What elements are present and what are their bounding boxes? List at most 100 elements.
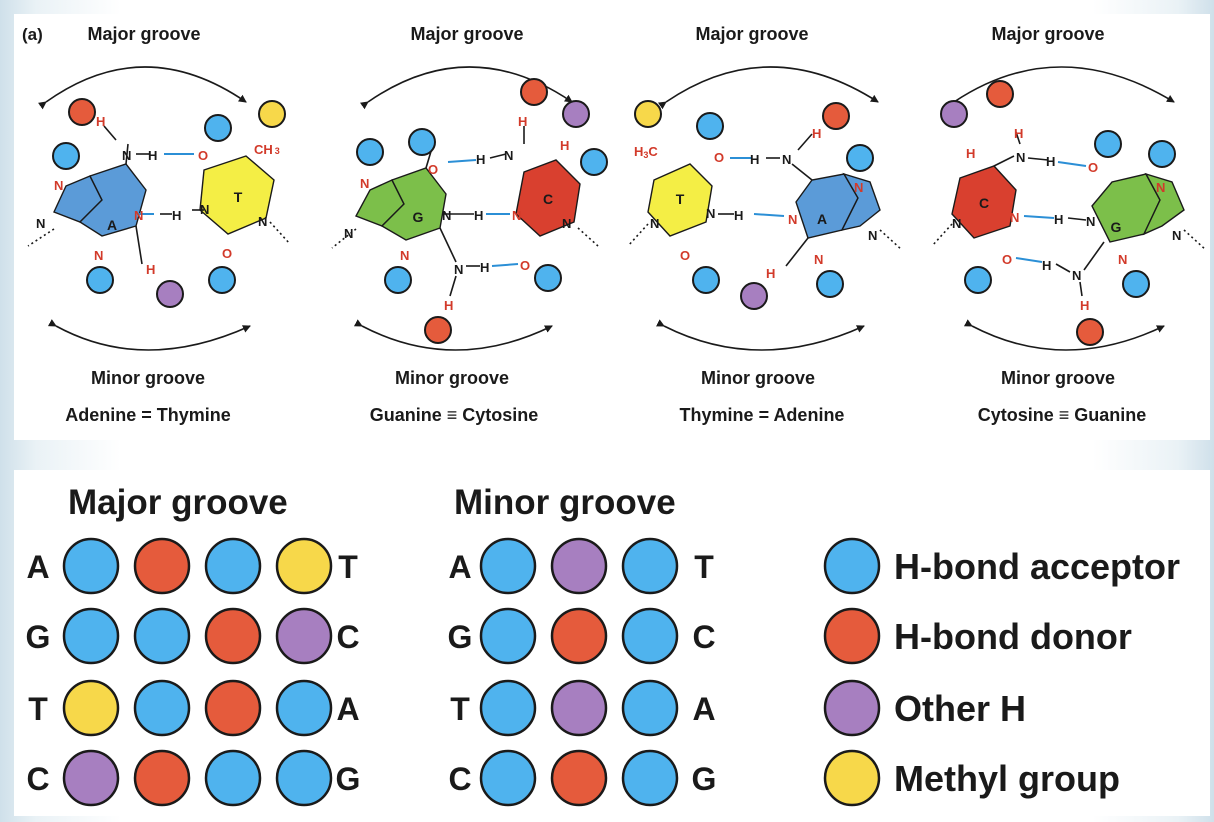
svg-text:N: N [36,216,45,231]
svg-text:N: N [1156,180,1165,195]
thymine-letter: T [234,189,243,205]
legend-item-donor: H-bond donor [823,607,1132,665]
svg-text:H: H [96,114,105,129]
legend-label: Methyl group [894,758,1120,799]
pair-guanine-cytosine: Major groove Minor groove Guanine ≡ Cyto… [331,24,608,425]
minor-groove-title: Minor groove [454,483,676,522]
methyl-dot [62,679,120,737]
svg-text:N: N [562,216,571,231]
donor-dot [204,679,262,737]
methyl-dot [275,537,333,595]
acceptor-dot [621,679,679,737]
base-letter-right: T [694,549,714,585]
acceptor-dot [479,679,537,737]
major-groove-arrow [37,66,247,110]
panel-label: (a) [22,25,43,44]
base-letter-left: G [26,619,51,655]
svg-text:N: N [788,212,797,227]
acceptor-dot [62,607,120,665]
donor-dot [550,749,608,807]
svg-text:N: N [854,180,863,195]
minor-groove-arrow [47,319,251,351]
svg-text:N: N [258,214,267,229]
methyl-dot [823,749,881,807]
svg-text:H: H [766,266,775,281]
legend-item-acceptor: H-bond acceptor [823,537,1180,595]
svg-text:N: N [360,176,369,191]
acceptor-dot [621,607,679,665]
base-letter-left: A [448,549,471,585]
svg-text:O: O [680,248,690,263]
acceptor-dot [62,537,120,595]
svg-text:N: N [504,148,513,163]
svg-text:N: N [1010,210,1019,225]
other-h-dot [62,749,120,807]
svg-text:H: H [1054,212,1063,227]
svg-text:N: N [1086,214,1095,229]
svg-text:N: N [1016,150,1025,165]
pair-cytosine-guanine: Major groove Minor groove Cytosine ≡ Gua… [931,24,1207,425]
acceptor-dot [133,679,191,737]
svg-text:H: H [734,208,743,223]
svg-text:N: N [454,262,463,277]
groove-code-chart: Major groove Minor groove A TG CT AC GA TG CT A… [26,483,1180,807]
acceptor-dot [204,114,232,142]
major-groove-label: Major groove [87,24,200,44]
svg-text:H: H [146,262,155,277]
svg-text:N: N [868,228,877,243]
major-groove-title: Major groove [68,483,288,522]
base-letter-left: C [26,761,49,797]
base-pair-panel: (a) Major groove Minor groove Adenine = … [14,14,1210,440]
svg-text:H3C: H3C [634,144,658,160]
donor-dot [133,749,191,807]
other-h-dot [823,679,881,737]
svg-text:A: A [817,211,827,227]
base-letter-left: C [448,761,471,797]
base-letter-left: G [448,619,473,655]
legend-label: H-bond acceptor [894,546,1180,587]
minor-groove-label: Minor groove [395,368,509,388]
base-letter-right: G [692,761,717,797]
base-letter-right: C [336,619,359,655]
svg-text:N: N [952,216,961,231]
adenine-six-ring [78,163,147,237]
svg-text:CH3: CH 3 [254,142,280,157]
svg-text:H: H [474,208,483,223]
svg-text:O: O [1002,252,1012,267]
acceptor-dot [204,537,262,595]
svg-text:H: H [966,146,975,161]
svg-text:O: O [714,150,724,165]
acceptor-dot [479,749,537,807]
svg-text:N: N [122,148,131,163]
svg-text:H: H [1014,126,1023,141]
svg-text:N: N [200,202,209,217]
svg-text:H: H [476,152,485,167]
pair-caption: Guanine ≡ Cytosine [370,405,539,425]
legend-label: H-bond donor [894,616,1132,657]
base-letter-left: T [28,691,48,727]
acceptor-dot [621,537,679,595]
svg-text:H: H [750,152,759,167]
svg-text:H: H [518,114,527,129]
other-h-dot [156,280,184,308]
svg-text:H: H [444,298,453,313]
adenine-letter: A [107,217,117,233]
minor-groove-label: Minor groove [701,368,815,388]
svg-text:N: N [706,206,715,221]
svg-text:N: N [400,248,409,263]
base-letter-right: G [336,761,361,797]
svg-text:O: O [198,148,208,163]
legend-label: Other H [894,688,1026,729]
donor-dot [550,607,608,665]
major-groove-label: Major groove [410,24,523,44]
legend-item-methyl: Methyl group [823,749,1120,807]
svg-text:C: C [543,191,553,207]
acceptor-dot [275,679,333,737]
